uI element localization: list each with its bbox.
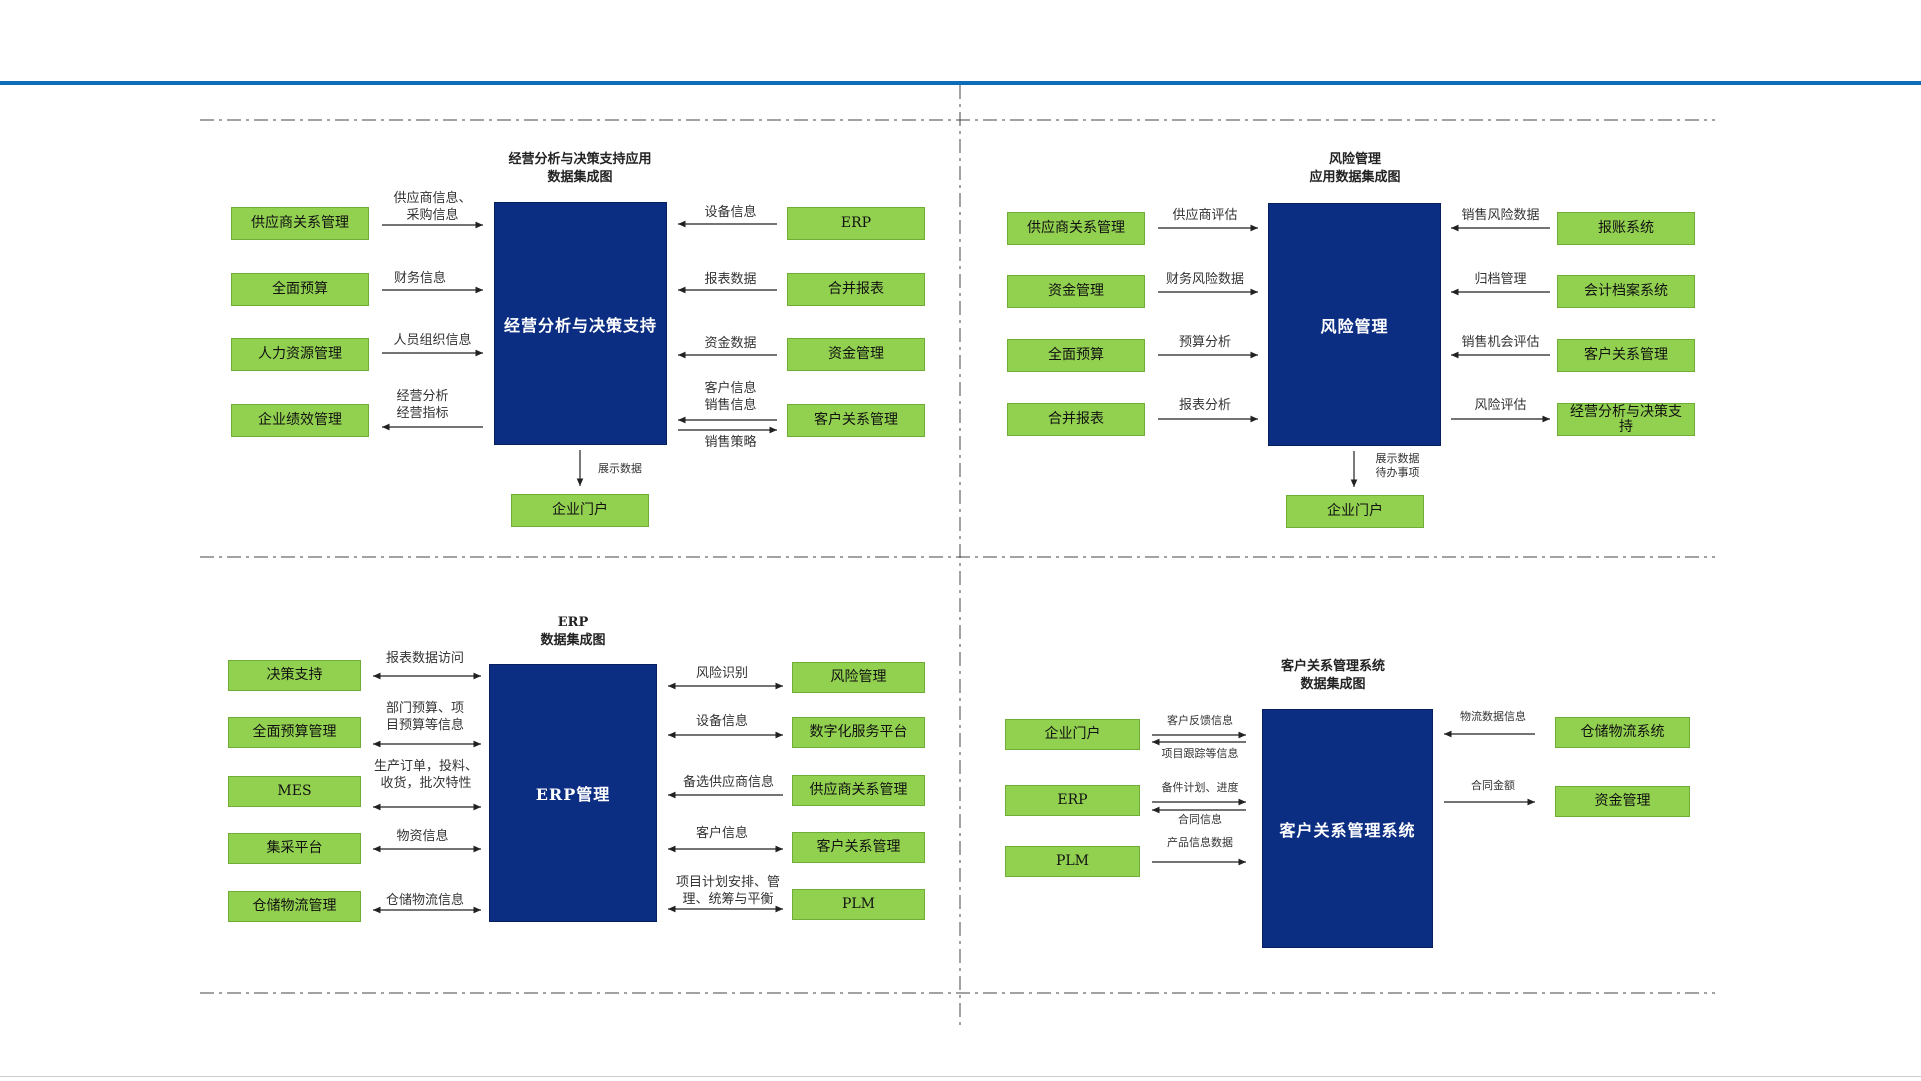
panel2-left-box-4: 合并报表 — [1007, 403, 1145, 436]
panel3-right-box-5: PLM — [792, 889, 925, 920]
panel4-left-label-5: 产品信息数据 — [1167, 836, 1233, 849]
panel1-right-box-1: ERP — [787, 207, 925, 240]
panel1-right-label-4: 客户信息 销售信息 — [704, 381, 757, 413]
panel3-left-box-3: MES — [228, 776, 361, 807]
panel1-right-label-1: 设备信息 — [704, 205, 757, 220]
panel4-left-box-3: PLM — [1005, 846, 1140, 877]
panel3-left-label-2: 部门预算、项 目预算等信息 — [385, 701, 464, 733]
panel1-right-box-2: 合并报表 — [787, 273, 925, 306]
panel3-right-label-5: 项目计划安排、管 理、统筹与平衡 — [675, 875, 780, 907]
panel1-left-box-4: 企业绩效管理 — [231, 404, 369, 437]
panel1-right-box-4: 客户关系管理 — [787, 404, 925, 437]
header-accent-bar — [0, 81, 1921, 85]
panel3-left-box-1: 决策支持 — [228, 660, 361, 691]
panel2-right-label-2: 归档管理 — [1474, 272, 1527, 287]
panel3-left-label-4: 物资信息 — [396, 829, 449, 844]
panel3-title: ERP 数据集成图 — [540, 615, 606, 648]
panel1-right-box-3: 资金管理 — [787, 338, 925, 371]
panel2-center-box: 风险管理 — [1268, 203, 1441, 446]
panel1-bottom-box: 企业门户 — [511, 494, 649, 527]
panel3-right-label-3: 备选供应商信息 — [682, 775, 774, 790]
panel2-title: 风险管理 应用数据集成图 — [1309, 152, 1401, 185]
panel1-bottom-label: 展示数据 — [598, 462, 642, 475]
panel1-right-label-5: 销售策略 — [704, 435, 757, 450]
panel4-right-label-1: 物流数据信息 — [1460, 710, 1526, 723]
panel2-right-box-3: 客户关系管理 — [1557, 339, 1695, 372]
panel1-left-label-4: 经营分析 经营指标 — [396, 389, 449, 421]
panel2-right-label-1: 销售风险数据 — [1461, 208, 1540, 223]
panel2-right-box-1: 报账系统 — [1557, 212, 1695, 245]
panel3-right-box-2: 数字化服务平台 — [792, 717, 925, 748]
panel2-left-label-3: 预算分析 — [1178, 335, 1231, 350]
panel2-left-label-4: 报表分析 — [1178, 398, 1231, 413]
panel4-title: 客户关系管理系统 数据集成图 — [1280, 659, 1385, 692]
panel4-left-box-2: ERP — [1005, 785, 1140, 816]
panel3-left-box-5: 仓储物流管理 — [228, 891, 361, 922]
panel4-right-label-2: 合同金额 — [1471, 779, 1515, 792]
panel4-left-label-2: 项目跟踪等信息 — [1161, 747, 1239, 760]
panel3-left-box-4: 集采平台 — [228, 833, 361, 864]
panel3-left-box-2: 全面预算管理 — [228, 717, 361, 748]
panel2-right-box-4: 经营分析与决策支 持 — [1557, 403, 1695, 436]
panel3-right-label-4: 客户信息 — [695, 826, 748, 841]
panel1-left-box-2: 全面预算 — [231, 273, 369, 306]
panel3-center-box: ERP管理 — [489, 664, 657, 922]
panel3-right-box-4: 客户关系管理 — [792, 832, 925, 863]
panel2-left-box-3: 全面预算 — [1007, 339, 1145, 372]
panel3-right-box-3: 供应商关系管理 — [792, 775, 925, 806]
panel1-title: 经营分析与决策支持应用 数据集成图 — [508, 152, 652, 185]
panel2-bottom-box: 企业门户 — [1286, 495, 1424, 528]
panel2-bottom-label: 展示数据 待办事项 — [1375, 452, 1420, 479]
panel1-right-label-2: 报表数据 — [704, 272, 757, 287]
panel4-right-box-1: 仓储物流系统 — [1555, 717, 1690, 748]
panel3-left-label-1: 报表数据访问 — [385, 651, 464, 666]
panel2-left-label-2: 财务风险数据 — [1165, 272, 1244, 287]
panel4-left-label-1: 客户反馈信息 — [1167, 714, 1233, 727]
panel2-right-label-3: 销售机会评估 — [1461, 335, 1540, 350]
panel3-right-label-2: 设备信息 — [695, 714, 748, 729]
panel4-right-box-2: 资金管理 — [1555, 786, 1690, 817]
panel1-center-box: 经营分析与决策支持 — [494, 202, 667, 445]
panel1-left-box-3: 人力资源管理 — [231, 338, 369, 371]
panel2-left-box-2: 资金管理 — [1007, 275, 1145, 308]
panel3-left-label-5: 仓储物流信息 — [385, 893, 464, 908]
panel1-left-label-3: 人员组织信息 — [393, 333, 472, 348]
panel2-right-box-2: 会计档案系统 — [1557, 275, 1695, 308]
panel3-right-label-1: 风险识别 — [695, 666, 748, 681]
panel3-right-box-1: 风险管理 — [792, 662, 925, 693]
panel4-left-label-4: 合同信息 — [1178, 813, 1222, 826]
panel2-left-label-1: 供应商评估 — [1172, 208, 1238, 223]
panel4-center-box: 客户关系管理系统 — [1262, 709, 1433, 948]
panel1-left-box-1: 供应商关系管理 — [231, 207, 369, 240]
footer-divider — [0, 1076, 1921, 1077]
panel2-left-box-1: 供应商关系管理 — [1007, 212, 1145, 245]
panel1-right-label-3: 资金数据 — [704, 336, 757, 351]
panel1-left-label-2: 财务信息 — [393, 271, 446, 286]
panel2-right-label-4: 风险评估 — [1474, 398, 1527, 413]
panel4-left-box-1: 企业门户 — [1005, 719, 1140, 750]
panel3-left-label-3: 生产订单，投料、 收货，批次特性 — [373, 759, 478, 791]
panel4-left-label-3: 备件计划、进度 — [1161, 781, 1239, 794]
panel1-left-label-1: 供应商信息、 采购信息 — [393, 191, 472, 223]
